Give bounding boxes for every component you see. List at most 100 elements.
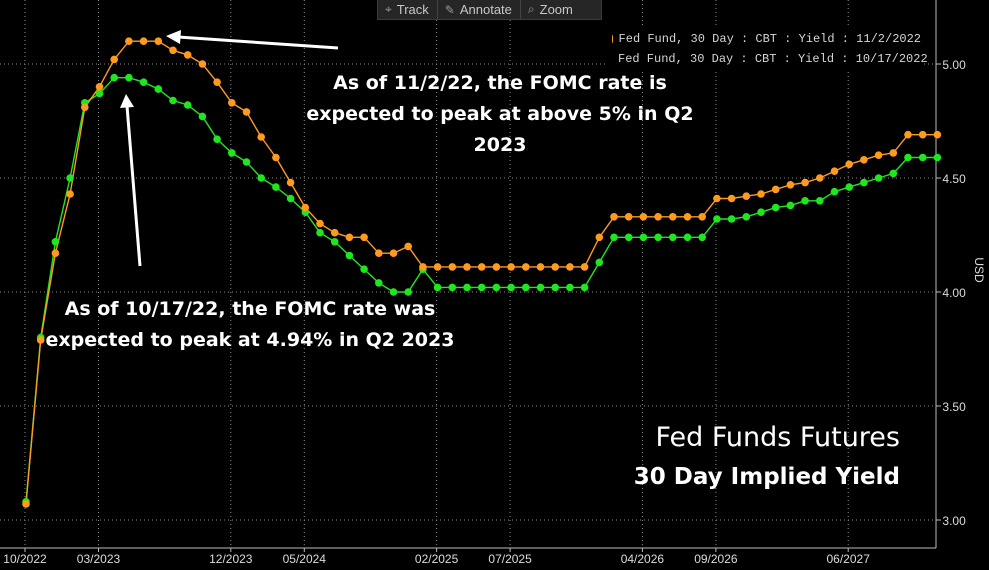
data-point-s1 [257,133,266,141]
data-point-s2 [213,135,221,143]
data-point-s2 [477,283,486,292]
y-tick-label: 3.00 [940,514,966,528]
data-point-s2 [463,283,471,292]
data-point-s2 [889,169,898,178]
annotation-arrows [120,30,339,267]
data-point-s2 [272,183,280,191]
data-point-s2 [183,101,192,109]
data-point-s2 [801,197,809,205]
data-point-s1 [698,213,706,221]
data-point-s2 [169,96,177,105]
data-point-s1 [345,233,354,242]
data-point-s2 [375,279,383,287]
data-point-s2 [536,283,545,292]
data-point-s1 [301,203,310,212]
x-tick-label: 12/2023 [209,552,253,566]
data-point-s1 [419,263,427,271]
x-tick-label: 10/2022 [3,552,47,566]
data-point-s2 [742,213,751,221]
data-point-s1 [683,213,692,221]
data-point-s2 [228,149,236,157]
zoom-button[interactable]: ⌕ Zoom [521,0,581,19]
data-point-s1 [463,263,471,271]
data-point-s1 [669,213,677,221]
data-point-s2 [139,78,148,86]
data-point-s1 [933,130,942,139]
legend-entry-2[interactable]: Fed Fund, 30 Day : CBT : Yield : 10/17/2… [606,49,928,68]
data-point-s1 [183,51,192,59]
data-point-s2 [345,251,354,260]
data-point-s1 [727,194,736,203]
data-point-s1 [580,263,589,271]
data-point-s2 [580,283,589,292]
data-point-s2 [566,283,574,292]
data-point-s1 [242,108,251,116]
data-point-s1 [624,213,633,221]
data-point-s1 [198,60,207,68]
data-point-s1 [139,37,148,45]
annotate-label: Annotate [459,2,512,17]
arrow-top-line [177,35,339,50]
data-point-s1 [874,151,883,159]
data-point-s2 [713,215,721,223]
data-point-s1 [536,263,545,271]
chart-subtitle: 30 Day Implied Yield [633,464,900,490]
data-point-s1 [66,190,74,198]
data-point-s2 [757,208,765,216]
data-point-s1 [742,192,751,200]
data-point-s1 [213,78,221,86]
data-point-s1 [169,46,177,55]
data-point-s1 [286,178,295,187]
data-point-s2 [830,187,839,196]
data-point-s2 [624,233,633,242]
data-point-s2 [654,233,662,242]
data-point-s2 [198,112,207,121]
data-point-s1 [389,249,398,257]
data-point-s1 [639,213,648,221]
data-point-s2 [874,174,883,182]
annotate-button[interactable]: ✎ Annotate [438,0,521,19]
x-tick-label: 07/2025 [488,552,532,566]
x-tick-label: 06/2027 [827,552,871,566]
data-point-s2 [551,283,559,292]
zoom-label: Zoom [539,2,573,17]
data-point-s2 [360,265,368,274]
data-point-s2 [595,258,604,267]
data-point-s2 [51,238,60,246]
annotation-top: As of 11/2/22, the FOMC rate is expected… [306,72,694,156]
data-point-s2 [669,233,677,242]
data-point-s1 [786,181,795,189]
magnifier-icon: ⌕ [527,2,535,16]
y-tick-label: 4.50 [940,172,966,186]
data-point-s1 [110,55,118,64]
data-point-s2 [316,228,324,237]
data-point-s1 [154,37,163,45]
data-point-s2 [771,203,780,212]
data-point-s1 [51,249,60,257]
chart-toolbar: ⌖ Track ✎ Annotate ⌕ Zoom [377,0,602,20]
data-point-s1 [375,249,383,257]
data-point-s1 [610,213,618,221]
annotation-bottom: As of 10/17/22, the FOMC rate was expect… [45,298,455,351]
data-point-s2 [933,153,942,162]
legend-label-1: Fed Fund, 30 Day : CBT : Yield : 11/2/20… [618,31,921,46]
data-point-s1 [507,263,515,271]
data-point-s2 [918,153,927,162]
data-point-s1 [433,263,442,271]
data-point-s2 [448,283,457,292]
data-point-s1 [448,263,457,271]
data-point-s1 [477,263,486,271]
data-point-s2 [610,233,618,242]
data-point-s1 [81,103,89,112]
x-tick-label: 02/2025 [415,552,459,566]
track-button[interactable]: ⌖ Track [378,0,438,19]
data-point-s1 [125,37,133,45]
legend-swatch-1 [612,34,613,43]
data-point-s1 [757,190,765,198]
y-tick-label: 4.00 [940,286,966,300]
legend-entry-1[interactable]: Fed Fund, 30 Day : CBT : Yield : 11/2/20… [606,29,921,48]
data-point-s1 [316,219,324,228]
data-point-s1 [566,263,574,271]
data-point-s2 [522,283,530,292]
